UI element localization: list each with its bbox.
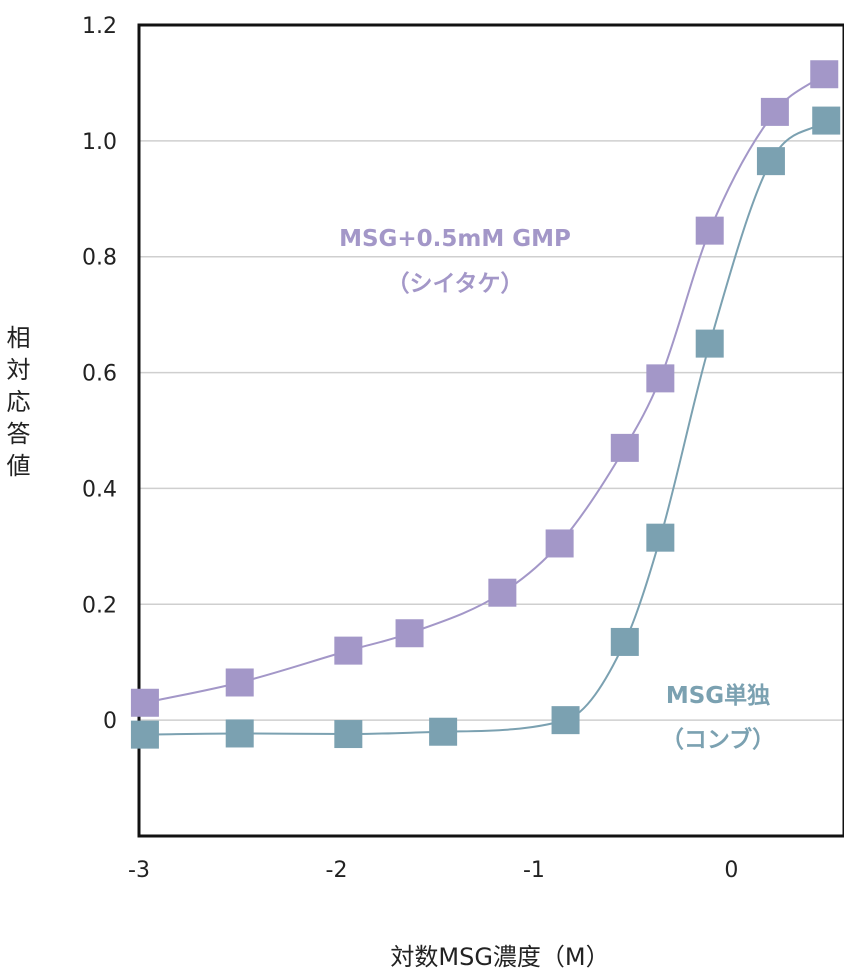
series-0-marker-0 — [130, 688, 159, 717]
series-0-marker-6 — [610, 433, 639, 462]
series-1-marker-3 — [429, 717, 458, 746]
y-tick-label-0: 0 — [103, 709, 117, 734]
fit-curves — [144, 73, 827, 736]
plot-frame — [137, 23, 844, 838]
series-0-curve — [144, 73, 825, 704]
y-tick-label-5: 1.0 — [82, 130, 117, 155]
series-0-marker-2 — [334, 636, 363, 665]
series-0-marker-8 — [695, 216, 724, 245]
grid-lines — [139, 24, 844, 721]
series-1-marker-1 — [225, 719, 254, 748]
x-tick-label-0: -3 — [128, 858, 150, 883]
series-annotations: MSG+0.5mM GMP （シイタケ） MSG単独 （コンブ） — [339, 226, 775, 753]
y-tick-label-2: 0.4 — [82, 477, 117, 502]
series-1-marker-4 — [551, 706, 580, 735]
series-0-marker-10 — [810, 60, 839, 89]
x-tick-label-1: -2 — [326, 858, 348, 883]
x-axis-title: 対数MSG濃度（M） — [390, 943, 609, 971]
series-1-marker-6 — [646, 523, 675, 552]
series-1-marker-7 — [695, 329, 724, 358]
series-0-marker-3 — [395, 619, 424, 648]
series-0-marker-9 — [760, 97, 789, 126]
annotation-msg-line1: MSG単独 — [666, 682, 770, 709]
series-1-marker-5 — [610, 627, 639, 656]
y-tick-label-4: 0.8 — [82, 246, 117, 271]
x-tick-label-2: -1 — [523, 858, 545, 883]
series-1-marker-9 — [812, 106, 841, 135]
data-markers — [130, 60, 841, 749]
annotation-gmp-line1: MSG+0.5mM GMP — [339, 226, 571, 252]
series-1-curve — [144, 119, 827, 736]
tick-labels: 0 0.2 0.4 0.6 0.8 1.0 1.2 -3 -2 -1 0 — [82, 14, 738, 883]
y-tick-label-1: 0.2 — [82, 593, 117, 618]
series-1-marker-0 — [130, 720, 159, 749]
y-axis-title: 相対応答値 — [2, 325, 30, 485]
series-1-marker-8 — [756, 147, 785, 176]
series-0-marker-1 — [225, 668, 254, 697]
x-tick-label-3: 0 — [724, 858, 738, 883]
y-tick-label-3: 0.6 — [82, 362, 117, 387]
series-0-marker-4 — [488, 578, 517, 607]
series-0-marker-7 — [646, 364, 675, 393]
series-0-marker-5 — [545, 529, 574, 558]
series-1-marker-2 — [334, 720, 363, 749]
annotation-msg-line2: （コンブ） — [661, 726, 775, 753]
annotation-gmp-line2: （シイタケ） — [386, 270, 523, 297]
y-tick-label-6: 1.2 — [82, 14, 117, 39]
